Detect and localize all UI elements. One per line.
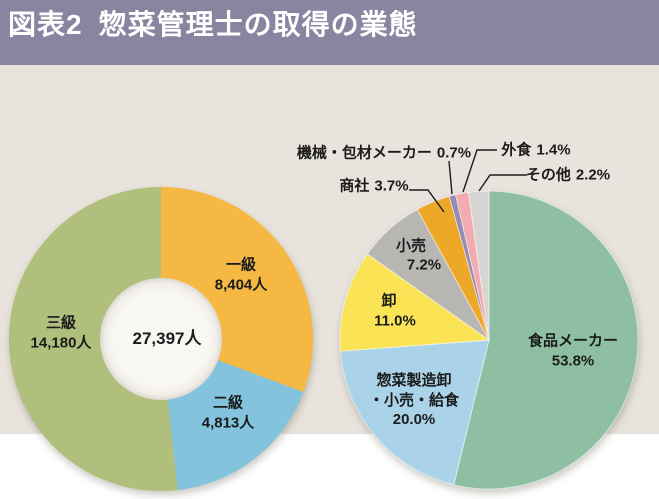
donut-label-grade3-value: 14,180人 xyxy=(30,334,92,351)
pie-label-souzai-pct: 20.0% xyxy=(392,410,436,428)
pie-label-gaishoku-name: 外食 xyxy=(501,141,532,159)
figure-title: 惣菜管理士の取得の業態 xyxy=(98,9,418,40)
pie-label-sonota: その他 2.2% xyxy=(526,165,610,185)
pie-label-gaishoku-pct: 1.4% xyxy=(536,141,571,159)
industry-pie-slice-2 xyxy=(339,253,490,352)
pie-label-kikai-name: 機械・包材メーカー xyxy=(296,144,432,162)
pie-label-food-maker: 食品メーカー 53.8% xyxy=(528,332,618,371)
pie-label-oroshi-pct: 11.0% xyxy=(374,312,416,330)
pie-label-kikai-pct: 0.7% xyxy=(436,144,472,162)
donut-center-total: 27,397人 xyxy=(132,328,202,348)
chart-area: 一級 8,404人 二級 4,813人 三級 14,180人 27,397人 食… xyxy=(0,65,659,491)
pie-label-kouri-name: 小売 xyxy=(395,237,427,255)
pie-label-food-maker-pct: 53.8% xyxy=(551,352,595,369)
pie-label-oroshi-name: 卸 xyxy=(381,292,397,310)
figure-header: 図表2 惣菜管理士の取得の業態 xyxy=(0,0,659,65)
donut-label-grade2-name: 二級 xyxy=(212,394,244,412)
donut-label-grade3-name: 三級 xyxy=(45,314,77,332)
grade-donut-slice-2 xyxy=(8,186,178,491)
pie-label-souzai: 惣菜製造卸 ・小売・給食 20.0% xyxy=(369,371,459,430)
pie-label-kikai: 機械・包材メーカー 0.7% xyxy=(297,143,471,163)
pie-label-souzai-line2: ・小売・給食 xyxy=(368,391,460,409)
grade-donut-hole xyxy=(100,278,222,400)
pie-label-kouri-pct: 7.2% xyxy=(406,256,442,274)
figure-number: 図表2 xyxy=(8,9,83,40)
pie-label-sonota-pct: 2.2% xyxy=(575,166,611,184)
donut-label-grade2: 二級 4,813人 xyxy=(202,394,255,433)
donut-label-grade1-value: 8,404人 xyxy=(214,276,268,293)
donut-label-grade1-name: 一級 xyxy=(225,256,257,274)
pie-label-gaishoku: 外食 1.4% xyxy=(501,140,570,160)
pie-label-shousha-pct: 3.7% xyxy=(374,177,409,195)
donut-label-grade2-value: 4,813人 xyxy=(201,414,255,431)
pie-label-shousha: 商社 3.7% xyxy=(339,176,408,196)
pie-label-souzai-line1: 惣菜製造卸 xyxy=(376,371,452,389)
pie-label-food-maker-name: 食品メーカー xyxy=(527,332,619,350)
pie-label-sonota-name: その他 xyxy=(525,166,571,184)
donut-label-grade3: 三級 14,180人 xyxy=(31,314,92,353)
donut-label-grade1: 一級 8,404人 xyxy=(215,256,268,295)
pie-label-shousha-name: 商社 xyxy=(339,177,370,195)
